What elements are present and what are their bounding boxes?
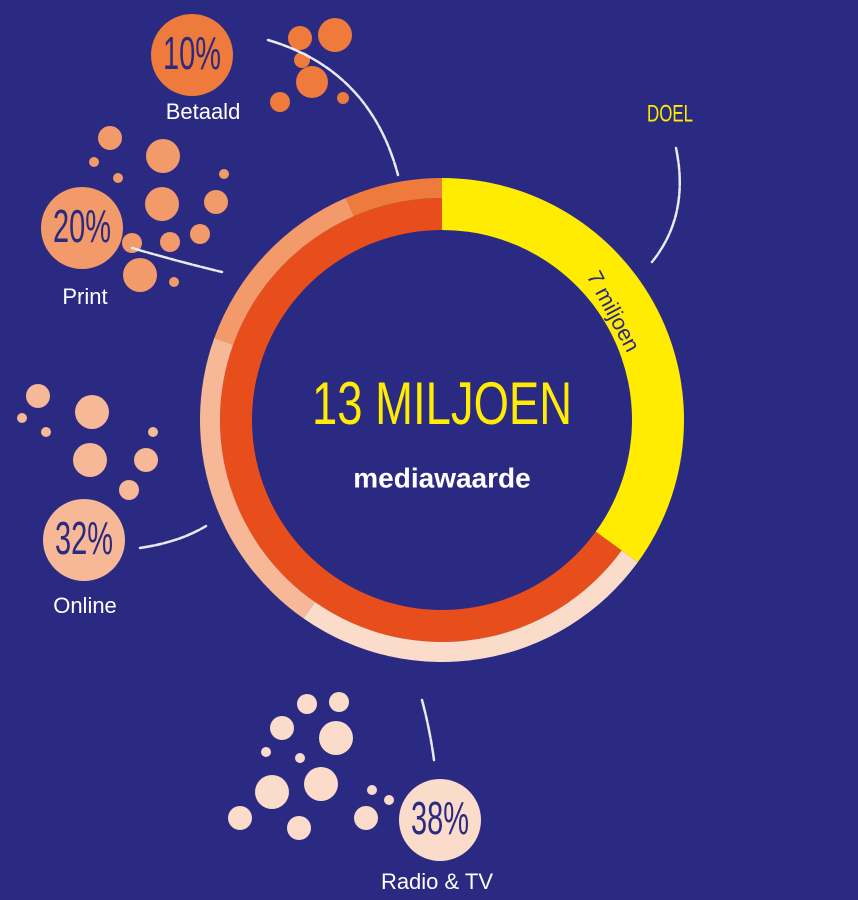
category-label: Radio & TV	[381, 869, 493, 894]
category-label: Online	[53, 593, 117, 618]
category-label: Print	[62, 284, 107, 309]
percent-label: 20%	[53, 200, 111, 252]
percent-label: 32%	[55, 512, 113, 564]
percent-label: 38%	[411, 792, 469, 844]
total-caption: mediawaarde	[353, 462, 530, 493]
percent-label: 10%	[163, 27, 221, 79]
total-label: 13 MILJOEN	[312, 370, 572, 437]
infographic: 13 MILJOEN mediawaarde DOEL 7 miljoen 10…	[0, 0, 858, 900]
goal-title: DOEL	[647, 100, 693, 127]
background	[0, 0, 858, 900]
category-label: Betaald	[166, 99, 241, 124]
